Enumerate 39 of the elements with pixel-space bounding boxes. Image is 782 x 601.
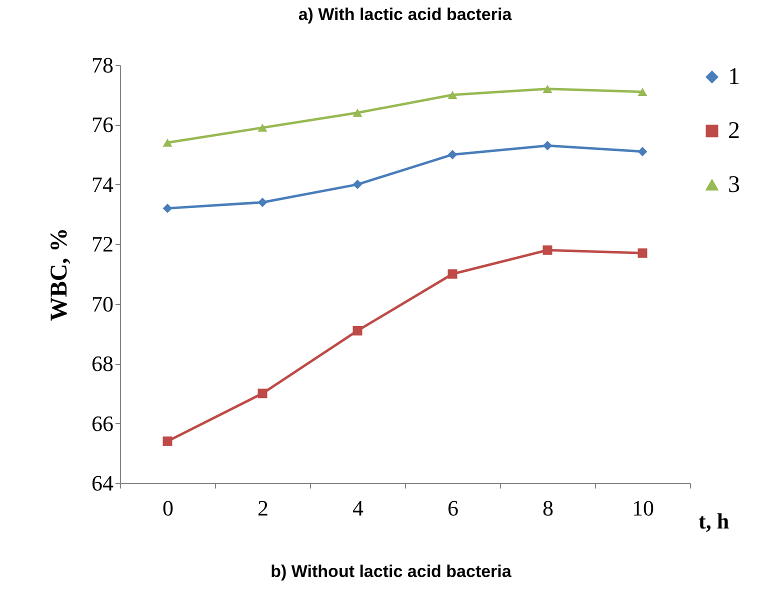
- point: [638, 248, 648, 258]
- legend-label: 3: [728, 172, 740, 198]
- legend-label: 2: [728, 118, 740, 144]
- chart-title: a) With lactic acid bacteria: [298, 5, 512, 24]
- point: [448, 90, 458, 99]
- x-tick-label: 6: [448, 496, 458, 520]
- point: [258, 124, 268, 132]
- y-tick-label: 74: [92, 172, 114, 197]
- legend-label: 1: [728, 64, 740, 90]
- y-tick-label: 72: [92, 232, 114, 257]
- point: [162, 138, 172, 147]
- point: [352, 326, 362, 336]
- x-tick-label: 2: [258, 496, 268, 520]
- y-tick-label: 70: [92, 291, 114, 316]
- y-tick-label: 68: [92, 351, 114, 376]
- x-axis-title: t, h: [698, 508, 730, 534]
- point: [162, 436, 172, 446]
- point: [542, 140, 552, 150]
- point: [638, 146, 648, 156]
- y-tick-label: 66: [92, 410, 114, 436]
- y-tick-label: 64: [92, 470, 114, 496]
- y-axis-title: WBC, %: [46, 228, 72, 322]
- point: [542, 84, 552, 93]
- point: [352, 108, 362, 117]
- y-tick-label: 78: [92, 52, 114, 78]
- x-tick-label: 4: [352, 496, 364, 520]
- y-tick-label: 76: [92, 112, 114, 138]
- point: [448, 150, 458, 160]
- x-tick-label: 10: [632, 496, 654, 520]
- point: [258, 198, 268, 208]
- point: [258, 388, 268, 398]
- point: [448, 269, 458, 279]
- point: [162, 204, 172, 214]
- x-tick-label: 8: [542, 496, 554, 520]
- point: [542, 245, 552, 255]
- text: b) Without lactic acid bacteria: [270, 562, 512, 582]
- point: [638, 88, 648, 96]
- x-tick-label: 0: [162, 496, 174, 520]
- point: [352, 180, 362, 190]
